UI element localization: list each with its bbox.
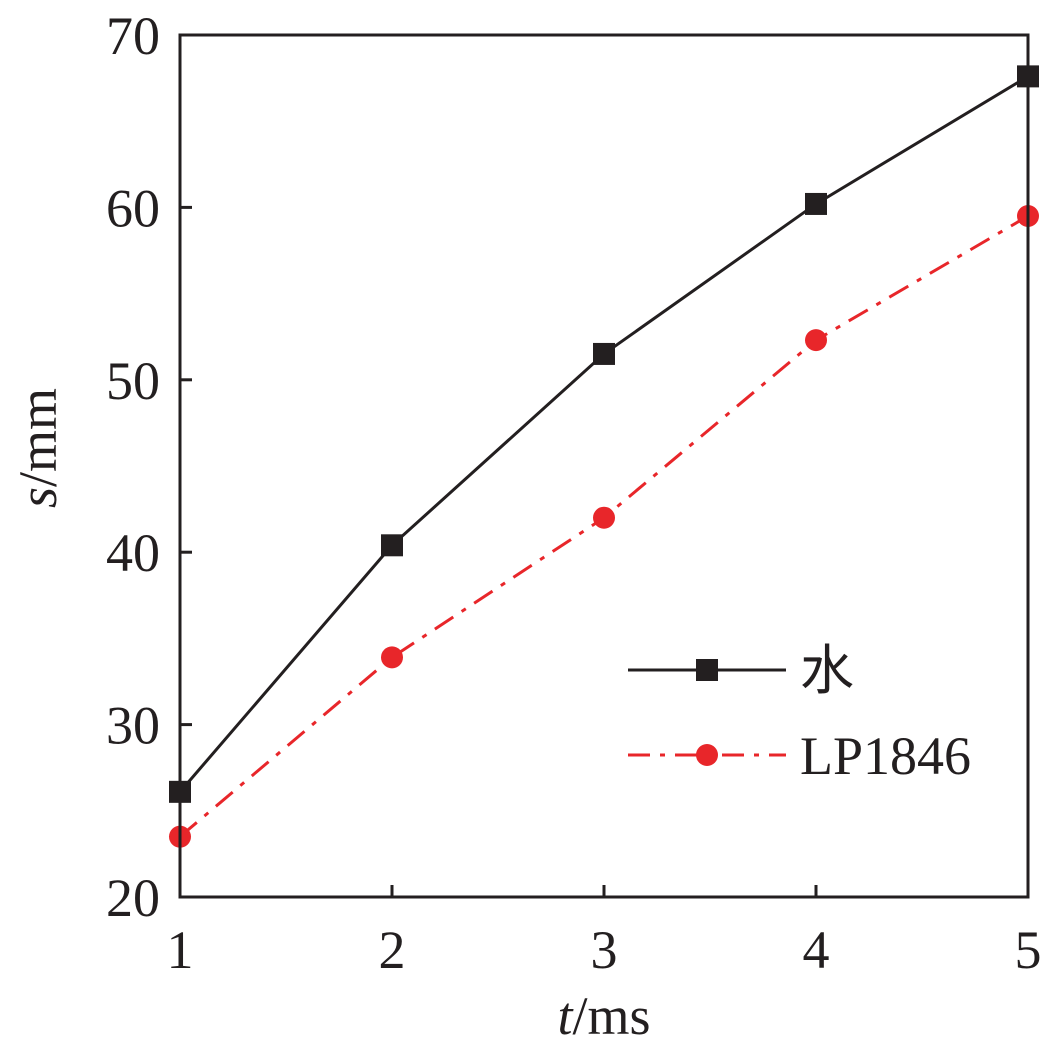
legend-marker xyxy=(696,659,718,681)
data-point xyxy=(381,534,403,557)
data-point xyxy=(381,646,403,669)
x-tick-label: 2 xyxy=(379,920,406,980)
data-point xyxy=(593,506,615,529)
y-tick-label: 20 xyxy=(106,868,160,928)
legend-label: 水 xyxy=(800,641,854,701)
y-axis-label: s/mm xyxy=(8,388,68,508)
data-point xyxy=(593,342,615,365)
legend-marker xyxy=(696,744,718,766)
data-point xyxy=(805,192,827,215)
y-tick-label: 30 xyxy=(106,696,160,756)
y-tick-label: 70 xyxy=(106,6,160,66)
series-layer xyxy=(169,65,1039,848)
data-point xyxy=(805,329,827,352)
x-tick-label: 3 xyxy=(591,920,618,980)
legend-label: LP1846 xyxy=(800,726,971,786)
y-tick-label: 50 xyxy=(106,351,160,411)
x-tick-label: 1 xyxy=(167,920,194,980)
x-tick-label: 5 xyxy=(1015,920,1042,980)
series-line-1 xyxy=(178,75,1029,793)
y-tick-label: 40 xyxy=(106,523,160,583)
legend: 水 LP1846 xyxy=(628,641,971,786)
ticks-layer: 1 2 3 4 5 20 30 40 50 60 70 xyxy=(106,6,1042,980)
y-tick-label: 60 xyxy=(106,178,160,238)
x-tick-label: 4 xyxy=(803,920,830,980)
x-axis-label: t/ms xyxy=(557,986,650,1046)
